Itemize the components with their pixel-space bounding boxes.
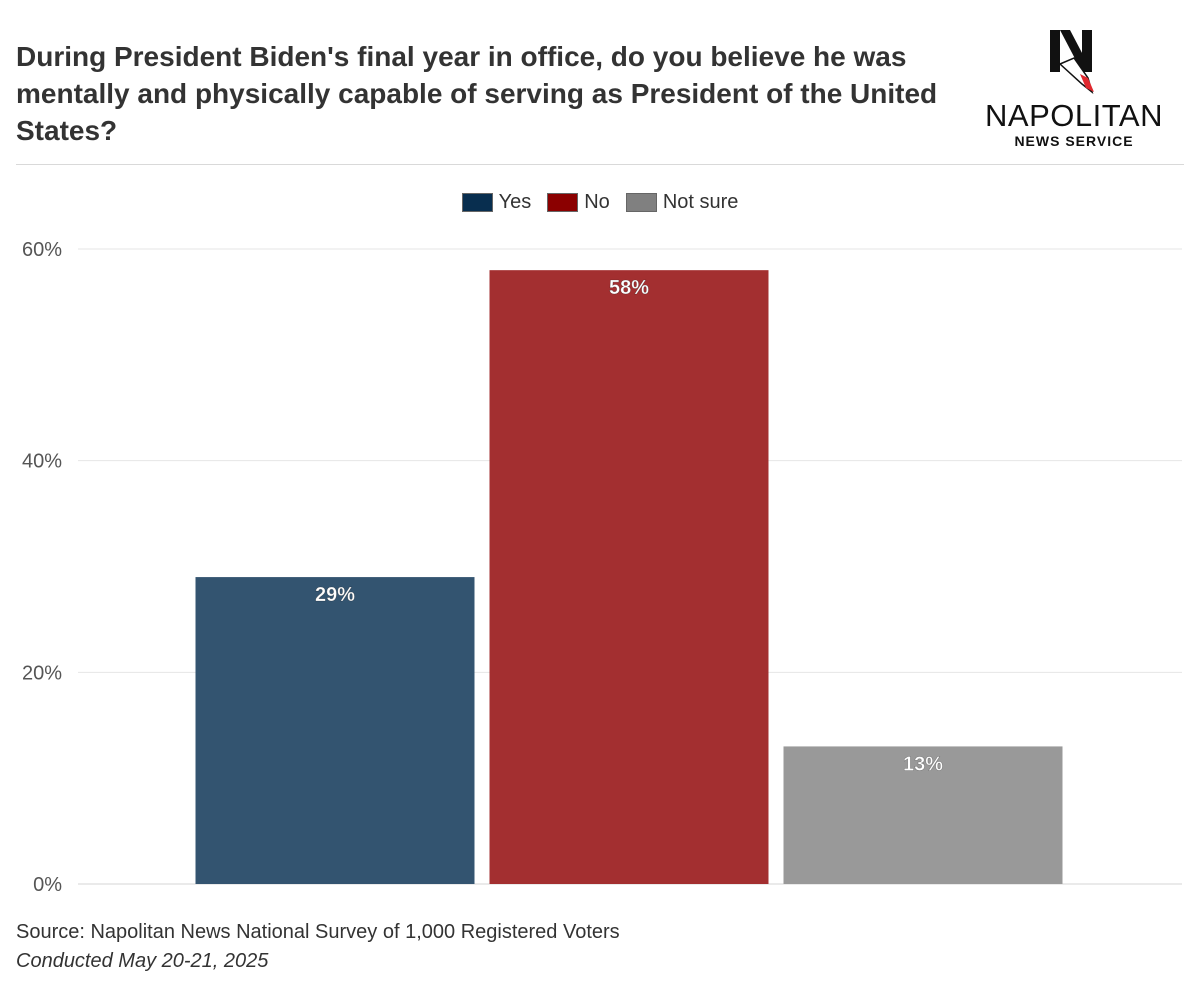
napolitan-n-icon	[1050, 30, 1094, 94]
bar-no	[489, 270, 769, 885]
napolitan-logo: NAPOLITAN NEWS SERVICE	[972, 26, 1176, 152]
logo-subtitle: NEWS SERVICE	[1014, 133, 1134, 149]
legend-swatch-no	[547, 192, 579, 212]
legend-item-not-sure: Not sure	[625, 190, 739, 214]
legend-swatch-yes	[461, 192, 493, 212]
bar-chart: 0% 20% 40% 60% 29% 58% 13%	[22, 239, 1182, 896]
bar-yes	[195, 577, 475, 884]
legend-label-no: No	[584, 190, 610, 213]
source-note: Source: Napolitan News National Survey o…	[16, 921, 620, 943]
legend-item-no: No	[547, 191, 610, 214]
data-label: 13%	[903, 753, 943, 775]
data-label: 29%	[315, 584, 355, 606]
logo-name: NAPOLITAN	[985, 98, 1163, 133]
legend-label-not-sure: Not sure	[662, 190, 739, 213]
y-tick-label: 60%	[22, 239, 62, 261]
y-tick-label: 20%	[22, 662, 62, 684]
bar-not-sure	[783, 746, 1063, 884]
legend-label-yes: Yes	[498, 190, 532, 213]
chart-title: During President Biden's final year in o…	[16, 41, 938, 146]
chart-legend: Yes No Not sure	[0, 188, 1200, 216]
y-tick-label: 40%	[22, 451, 62, 473]
y-tick-label: 0%	[33, 874, 62, 896]
header-divider	[16, 164, 1184, 165]
legend-swatch-not-sure	[625, 192, 657, 212]
legend-item-yes: Yes	[461, 190, 532, 214]
data-label: 58%	[609, 277, 649, 299]
survey-date-note: Conducted May 20-21, 2025	[16, 950, 269, 972]
